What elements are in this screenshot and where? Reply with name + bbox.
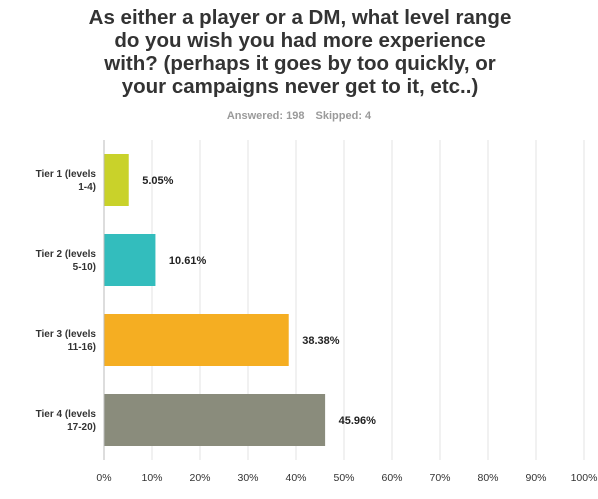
x-tick-label: 0% bbox=[96, 472, 111, 484]
bars bbox=[104, 154, 326, 446]
value-label: 10.61% bbox=[169, 255, 207, 267]
x-tick-label: 60% bbox=[381, 472, 402, 484]
bar bbox=[104, 314, 289, 366]
bar bbox=[104, 394, 326, 446]
answered-count: Answered: 198 bbox=[226, 110, 305, 122]
x-tick-label: 50% bbox=[333, 472, 354, 484]
category-label: Tier 4 (levels 17-20) bbox=[36, 409, 97, 433]
x-tick-label: 20% bbox=[189, 472, 210, 484]
value-label: 38.38% bbox=[302, 335, 340, 347]
title-line: As either a player or a DM, what level r… bbox=[88, 6, 512, 29]
x-tick-label: 90% bbox=[525, 472, 546, 484]
bar bbox=[104, 234, 156, 286]
x-tick-label: 70% bbox=[429, 472, 450, 484]
title-line: your campaigns never get to it, etc..) bbox=[121, 75, 479, 98]
title-line: do you wish you had more experience bbox=[114, 29, 486, 52]
chart-title: As either a player or a DM, what level r… bbox=[50, 6, 550, 98]
x-tick-label: 80% bbox=[477, 472, 498, 484]
category-label: Tier 3 (levels 11-16) bbox=[36, 329, 97, 353]
value-label: 5.05% bbox=[142, 175, 173, 187]
response-stats: Answered: 198 Skipped: 4 bbox=[0, 110, 598, 122]
labels: 0% 10% 20% 30% 40% 50% 60% 70% 80% 90% 100% Tier 1 … bbox=[36, 169, 598, 484]
value-label: 45.96% bbox=[339, 415, 377, 427]
category-label: Tier 1 (levels 1-4) bbox=[36, 169, 97, 193]
x-tick-label: 100% bbox=[571, 472, 598, 484]
x-tick-label: 30% bbox=[237, 472, 258, 484]
bar bbox=[104, 154, 129, 206]
x-tick-label: 40% bbox=[285, 472, 306, 484]
category-label: Tier 2 (levels 5-10) bbox=[36, 249, 97, 273]
title-line: with? (perhaps it goes by too quickly, o… bbox=[104, 52, 496, 75]
x-tick-label: 10% bbox=[141, 472, 162, 484]
skipped-count: Skipped: 4 bbox=[315, 110, 372, 122]
